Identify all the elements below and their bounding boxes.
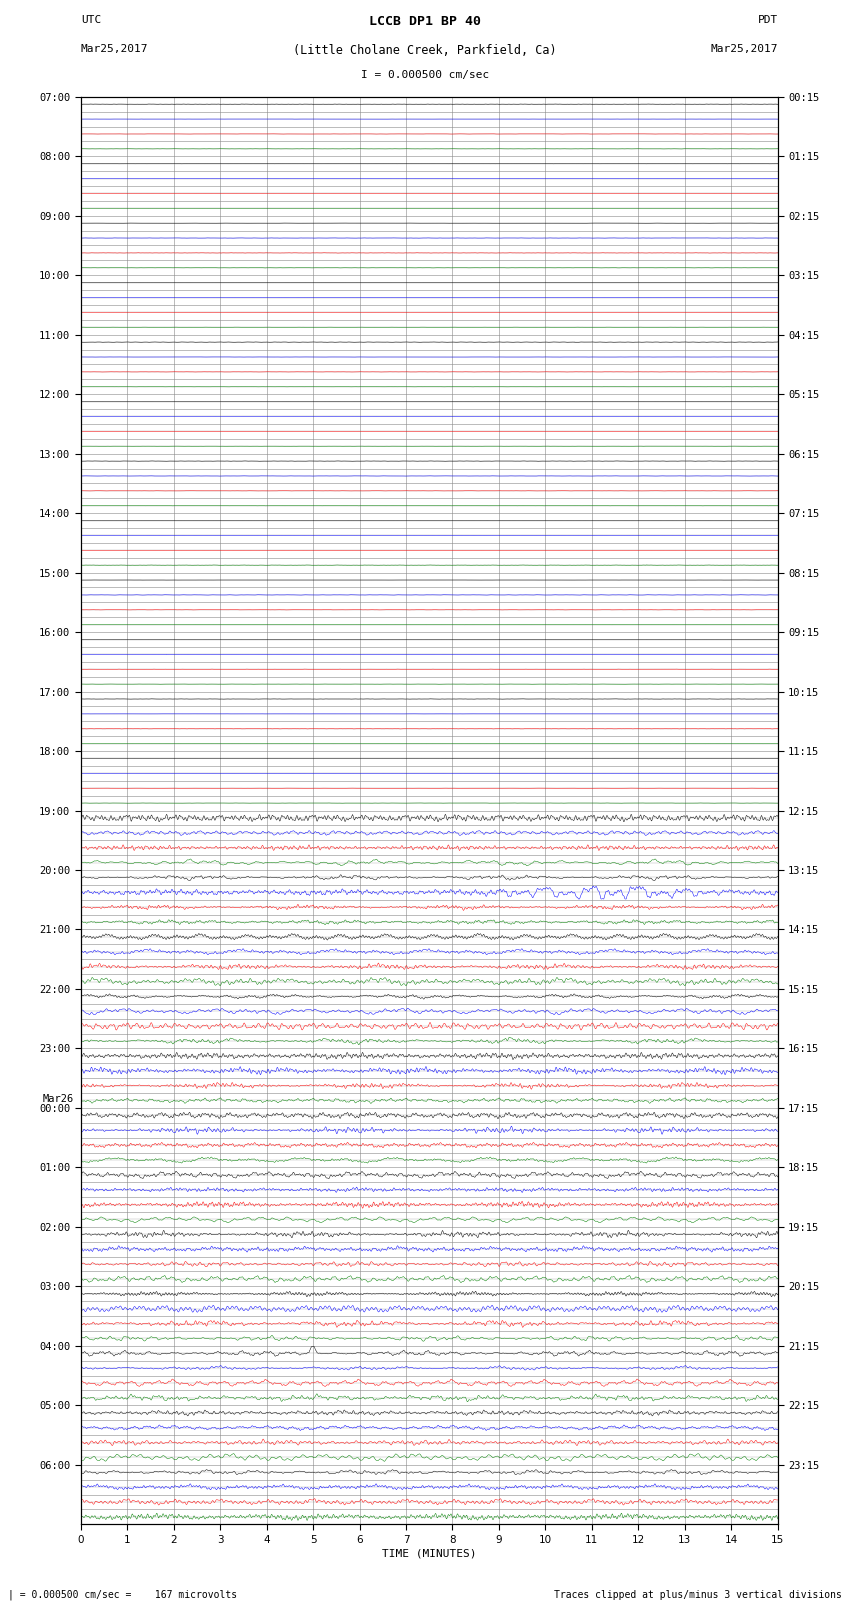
X-axis label: TIME (MINUTES): TIME (MINUTES) [382,1548,477,1558]
Text: Mar25,2017: Mar25,2017 [81,44,148,53]
Text: I = 0.000500 cm/sec: I = 0.000500 cm/sec [361,69,489,79]
Text: (Little Cholane Creek, Parkfield, Ca): (Little Cholane Creek, Parkfield, Ca) [293,44,557,56]
Text: Traces clipped at plus/minus 3 vertical divisions: Traces clipped at plus/minus 3 vertical … [553,1590,842,1600]
Text: Mar26: Mar26 [42,1094,74,1105]
Text: | = 0.000500 cm/sec =    167 microvolts: | = 0.000500 cm/sec = 167 microvolts [8,1589,238,1600]
Text: Mar25,2017: Mar25,2017 [711,44,778,53]
Text: UTC: UTC [81,15,101,24]
Text: PDT: PDT [757,15,778,24]
Text: LCCB DP1 BP 40: LCCB DP1 BP 40 [369,15,481,27]
